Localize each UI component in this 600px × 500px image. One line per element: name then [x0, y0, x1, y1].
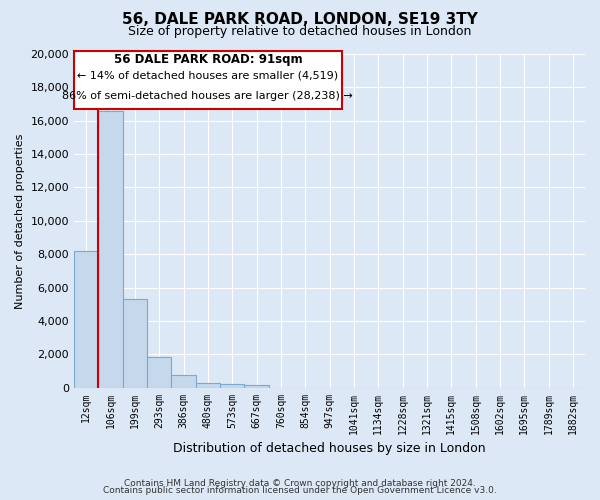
Text: Size of property relative to detached houses in London: Size of property relative to detached ho…	[128, 25, 472, 38]
Bar	[196, 382, 220, 388]
Text: 56, DALE PARK ROAD, LONDON, SE19 3TY: 56, DALE PARK ROAD, LONDON, SE19 3TY	[122, 12, 478, 28]
Bar	[172, 374, 196, 388]
Bar	[244, 385, 269, 388]
Text: ← 14% of detached houses are smaller (4,519): ← 14% of detached houses are smaller (4,…	[77, 70, 338, 81]
Text: Contains HM Land Registry data © Crown copyright and database right 2024.: Contains HM Land Registry data © Crown c…	[124, 478, 476, 488]
Bar	[147, 357, 172, 388]
Y-axis label: Number of detached properties: Number of detached properties	[15, 133, 25, 308]
Text: 86% of semi-detached houses are larger (28,238) →: 86% of semi-detached houses are larger (…	[62, 90, 353, 101]
Bar	[123, 300, 147, 388]
X-axis label: Distribution of detached houses by size in London: Distribution of detached houses by size …	[173, 442, 486, 455]
Text: Contains public sector information licensed under the Open Government Licence v3: Contains public sector information licen…	[103, 486, 497, 495]
Bar	[98, 110, 123, 388]
Text: 56 DALE PARK ROAD: 91sqm: 56 DALE PARK ROAD: 91sqm	[113, 52, 302, 66]
FancyBboxPatch shape	[74, 50, 341, 109]
Bar	[74, 251, 98, 388]
Bar	[220, 384, 244, 388]
